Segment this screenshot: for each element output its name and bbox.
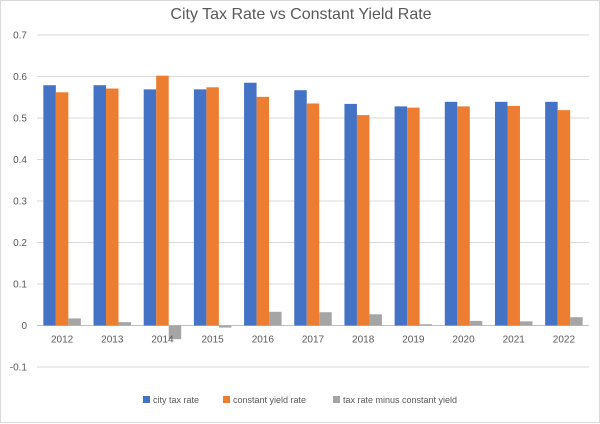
- bar-tax-rate-minus-constant-yield-2015: [218, 325, 232, 328]
- y-tick-label-6: 0.5: [13, 114, 27, 125]
- bar-city-tax-rate-2015: [193, 89, 207, 326]
- legend-label-1: constant yield rate: [233, 395, 306, 405]
- bar-tax-rate-minus-constant-yield-2016: [269, 311, 282, 326]
- bar-tax-rate-minus-constant-yield-2020: [469, 320, 483, 326]
- x-tick-label-2012: 2012: [51, 335, 74, 346]
- bars: [43, 75, 583, 340]
- bar-city-tax-rate-2020: [444, 101, 458, 326]
- bar-constant-yield-rate-2019: [407, 107, 420, 326]
- bar-tax-rate-minus-constant-yield-2017: [319, 312, 332, 326]
- bar-city-tax-rate-2017: [294, 90, 307, 326]
- bar-tax-rate-minus-constant-yield-2019: [419, 324, 433, 326]
- bar-tax-rate-minus-constant-yield-2021: [519, 321, 533, 326]
- legend-swatch-2: [333, 396, 340, 403]
- y-tick-label-7: 0.6: [13, 72, 27, 83]
- bar-city-tax-rate-2012: [43, 85, 56, 326]
- x-tick-label-2018: 2018: [352, 335, 375, 346]
- y-tick-label-0: -0.1: [10, 363, 28, 374]
- x-tick-label-2013: 2013: [101, 335, 124, 346]
- legend-swatch-1: [223, 396, 230, 403]
- bar-constant-yield-rate-2020: [457, 106, 470, 326]
- y-tick-labels: -0.1 0 0.1 0.2 0.3 0.4 0.5 0.6 0.7: [10, 31, 28, 374]
- y-tick-label-1: 0: [21, 321, 27, 332]
- bar-tax-rate-minus-constant-yield-2014: [168, 325, 182, 340]
- y-tick-label-4: 0.3: [13, 197, 27, 208]
- bar-constant-yield-rate-2012: [55, 92, 69, 326]
- bar-constant-yield-rate-2015: [206, 87, 219, 326]
- bar-tax-rate-minus-constant-yield-2012: [68, 318, 81, 326]
- x-tick-label-2020: 2020: [452, 335, 475, 346]
- bar-tax-rate-minus-constant-yield-2013: [118, 322, 132, 326]
- x-tick-labels: 2012 2013 2014 2015 2016 2017 2018 2019 2020 2021…: [51, 335, 576, 346]
- legend-label-0: city tax rate: [153, 395, 199, 405]
- bar-constant-yield-rate-2014: [156, 75, 169, 326]
- bar-constant-yield-rate-2013: [106, 88, 119, 326]
- y-tick-label-8: 0.7: [13, 31, 27, 42]
- y-tick-label-5: 0.4: [13, 155, 27, 166]
- bar-constant-yield-rate-2016: [256, 96, 270, 326]
- legend-label-2: tax rate minus constant yield: [343, 395, 457, 405]
- x-tick-label-2019: 2019: [402, 335, 425, 346]
- bar-city-tax-rate-2018: [344, 103, 357, 326]
- bar-city-tax-rate-2014: [143, 89, 157, 326]
- legend-swatch-0: [143, 396, 150, 403]
- bar-city-tax-rate-2013: [93, 85, 107, 326]
- x-tick-label-2022: 2022: [553, 335, 576, 346]
- bar-tax-rate-minus-constant-yield-2018: [369, 314, 382, 326]
- bar-constant-yield-rate-2021: [507, 105, 520, 326]
- bar-tax-rate-minus-constant-yield-2022: [570, 317, 583, 326]
- bar-city-tax-rate-2021: [494, 101, 508, 326]
- chart-title: City Tax Rate vs Constant Yield Rate: [170, 6, 431, 23]
- bar-constant-yield-rate-2022: [557, 110, 571, 326]
- x-tick-label-2021: 2021: [503, 335, 526, 346]
- bar-city-tax-rate-2019: [394, 106, 408, 326]
- bar-city-tax-rate-2022: [545, 101, 558, 326]
- x-tick-label-2016: 2016: [252, 335, 275, 346]
- x-tick-label-2017: 2017: [302, 335, 325, 346]
- y-tick-label-2: 0.1: [13, 280, 27, 291]
- x-tick-label-2015: 2015: [202, 335, 225, 346]
- legend: city tax rate constant yield rate tax rate…: [143, 395, 457, 405]
- x-tick-label-2014: 2014: [151, 335, 174, 346]
- bar-constant-yield-rate-2018: [356, 115, 370, 326]
- y-tick-label-3: 0.2: [13, 238, 27, 249]
- bar-city-tax-rate-2016: [244, 82, 257, 326]
- bar-constant-yield-rate-2017: [306, 103, 320, 326]
